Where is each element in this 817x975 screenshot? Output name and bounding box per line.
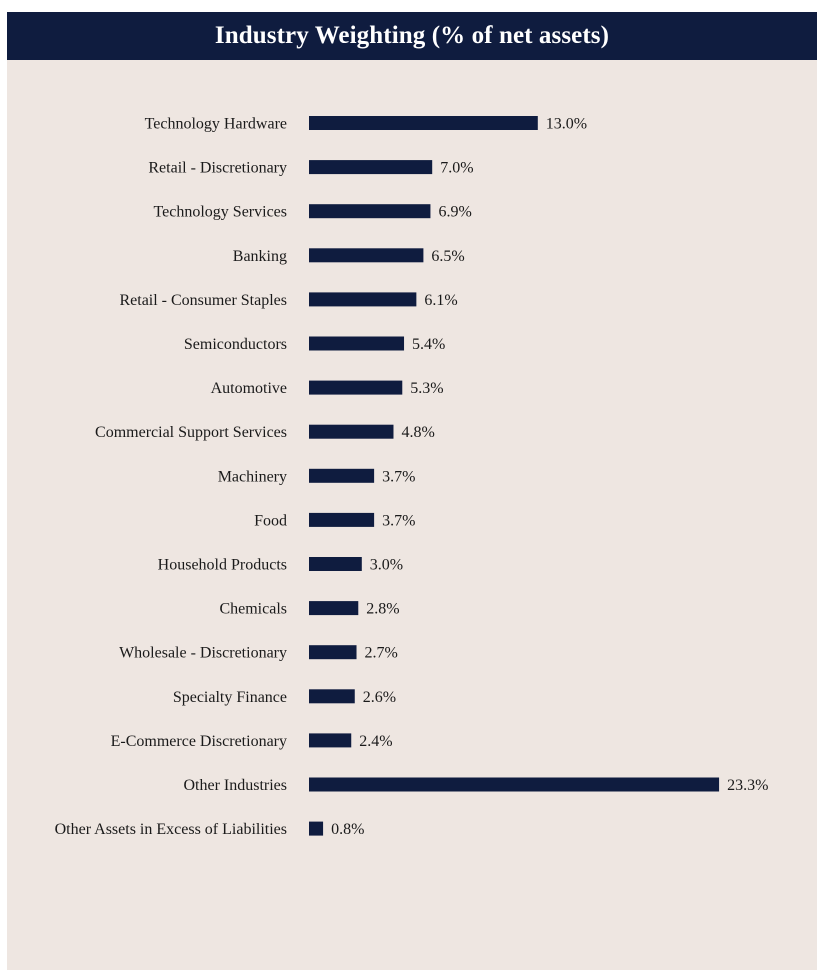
value-label: 4.8% (401, 424, 434, 441)
bar (309, 557, 362, 571)
category-label: Household Products (158, 557, 287, 574)
value-label: 23.3% (727, 777, 768, 794)
value-label: 5.4% (412, 336, 445, 353)
chart-panel: Industry Weighting (% of net assets) Tec… (7, 12, 817, 970)
category-label: Food (254, 512, 287, 529)
bar (309, 645, 357, 660)
category-label: Technology Hardware (145, 116, 287, 133)
bar (309, 777, 720, 792)
value-label: 6.1% (424, 292, 457, 309)
chart-header: Industry Weighting (% of net assets) (7, 12, 817, 60)
bar (309, 292, 417, 307)
category-label: Retail - Discretionary (148, 160, 287, 177)
bar (309, 336, 405, 351)
bar (309, 160, 433, 175)
value-label: 2.6% (363, 689, 396, 706)
category-label: Chemicals (219, 601, 287, 618)
category-label: Other Industries (183, 777, 287, 794)
value-label: 2.7% (365, 645, 398, 662)
value-label: 3.0% (370, 557, 403, 574)
category-label: Banking (233, 248, 287, 265)
value-label: 3.7% (382, 512, 415, 529)
category-label: Machinery (218, 468, 287, 485)
category-label: Technology Services (153, 204, 287, 221)
bar (309, 512, 375, 527)
bar (309, 733, 352, 748)
bar (309, 380, 403, 395)
bar (309, 468, 375, 483)
category-label: Other Assets in Excess of Liabilities (55, 821, 287, 838)
bar (309, 116, 538, 130)
value-label: 7.0% (440, 160, 473, 177)
bar (309, 424, 394, 439)
bar (309, 601, 359, 616)
value-label: 5.3% (410, 380, 443, 397)
bar (309, 248, 424, 263)
category-label: E-Commerce Discretionary (111, 733, 287, 750)
category-label: Retail - Consumer Staples (119, 292, 287, 309)
value-label: 13.0% (546, 116, 587, 133)
category-label: Commercial Support Services (95, 424, 287, 441)
value-label: 6.5% (431, 248, 464, 265)
bar-chart: Technology Hardware 13.0% Retail - Discret… (55, 116, 769, 839)
value-label: 2.8% (366, 601, 399, 618)
chart-title: Industry Weighting (% of net assets) (214, 22, 610, 49)
value-label: 0.8% (331, 821, 364, 838)
bar (309, 821, 324, 836)
category-label: Wholesale - Discretionary (119, 645, 287, 662)
value-label: 2.4% (359, 733, 392, 750)
bar (309, 689, 355, 704)
category-label: Semiconductors (184, 336, 287, 353)
bar (309, 204, 431, 219)
category-label: Automotive (211, 380, 287, 397)
category-label: Specialty Finance (173, 689, 287, 706)
value-label: 6.9% (438, 204, 471, 221)
value-label: 3.7% (382, 468, 415, 485)
